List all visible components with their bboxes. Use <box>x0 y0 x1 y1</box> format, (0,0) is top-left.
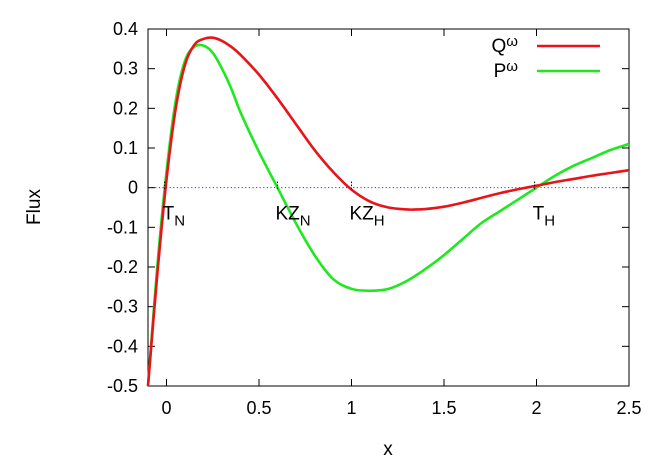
annotation-sub: N <box>174 213 185 230</box>
series-line-q <box>146 36 630 387</box>
y-axis-title: Flux <box>24 189 45 225</box>
y-tick-label: -0.2 <box>107 257 138 277</box>
annotation-sub: N <box>300 213 311 230</box>
series-line-p <box>146 43 630 387</box>
x-tick-label: 0 <box>161 398 171 418</box>
y-tick-label: 0.2 <box>113 98 138 118</box>
y-tick-label: -0.3 <box>107 297 138 317</box>
annotation-label: KZN <box>276 204 311 230</box>
y-tick-label: 0 <box>128 178 138 198</box>
legend-label: Qω <box>492 33 519 57</box>
x-tick-label: 2 <box>531 398 541 418</box>
legend-label-sub: ω <box>506 58 518 75</box>
x-tick-label: 1.5 <box>431 398 456 418</box>
x-axis: 0 0.5 1 1.5 2 2.5 <box>161 29 642 418</box>
y-tick-label: 0.3 <box>113 59 138 79</box>
annotation-layer: TN KZN KZH TH <box>163 181 555 230</box>
y-tick-label: -0.5 <box>107 376 138 396</box>
annotation-main: KZ <box>350 204 375 225</box>
annotation-main: T <box>163 204 175 225</box>
annotation-label: TH <box>533 204 555 230</box>
plot-frame <box>147 28 630 387</box>
y-tick-label: 0.4 <box>113 19 138 39</box>
x-tick-label: 1 <box>346 398 356 418</box>
legend-label-main: Q <box>492 36 507 57</box>
y-tick-label: -0.1 <box>107 217 138 237</box>
x-axis-title: x <box>383 439 393 460</box>
annotation-main: KZ <box>276 204 301 225</box>
series-layer <box>146 36 630 387</box>
y-axis: 0.4 0.3 0.2 0.1 0 -0.1 -0.2 -0.3 -0.4 -0.5 <box>107 19 629 396</box>
annotation-main: T <box>533 204 545 225</box>
legend-label-sub: ω <box>506 33 518 50</box>
annotation-label: TN <box>163 204 185 230</box>
x-tick-label: 2.5 <box>616 398 641 418</box>
y-tick-label: -0.4 <box>107 336 138 356</box>
x-tick-label: 0.5 <box>246 398 271 418</box>
annotation-sub: H <box>544 213 555 230</box>
legend-label-main: P <box>494 61 507 82</box>
annotation-label: KZH <box>350 204 385 230</box>
legend-label: Pω <box>494 58 519 82</box>
y-tick-label: 0.1 <box>113 138 138 158</box>
annotation-sub: H <box>374 213 385 230</box>
